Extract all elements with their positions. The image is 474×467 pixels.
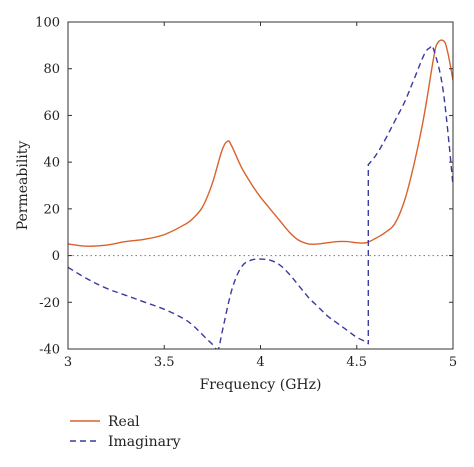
y-tick-label: 100	[35, 16, 60, 31]
plot-frame	[67, 21, 454, 350]
y-tick-label: -40	[39, 343, 60, 358]
y-tick-label: 20	[43, 202, 60, 217]
legend-label-real: Real	[108, 414, 140, 430]
x-tick-label: 4	[256, 355, 264, 370]
y-tick-label: -20	[39, 296, 60, 311]
y-tick-label: 0	[52, 249, 60, 264]
x-tick-label: 5	[449, 355, 457, 370]
x-tick-label: 3.5	[154, 355, 175, 370]
x-tick-label: 4.5	[346, 355, 367, 370]
legend-label-imaginary: Imaginary	[108, 434, 181, 450]
x-axis-label: Frequency (GHz)	[200, 377, 322, 393]
y-axis-label: Permeability	[15, 141, 31, 231]
series-line-imaginary	[68, 44, 453, 349]
y-tick-label: 40	[43, 156, 60, 171]
legend: Real Imaginary	[70, 414, 181, 450]
x-tick-label: 3	[64, 355, 72, 370]
y-tick-label: 80	[43, 62, 60, 77]
series-line-real	[68, 39, 453, 247]
y-tick-label: 60	[43, 109, 60, 124]
